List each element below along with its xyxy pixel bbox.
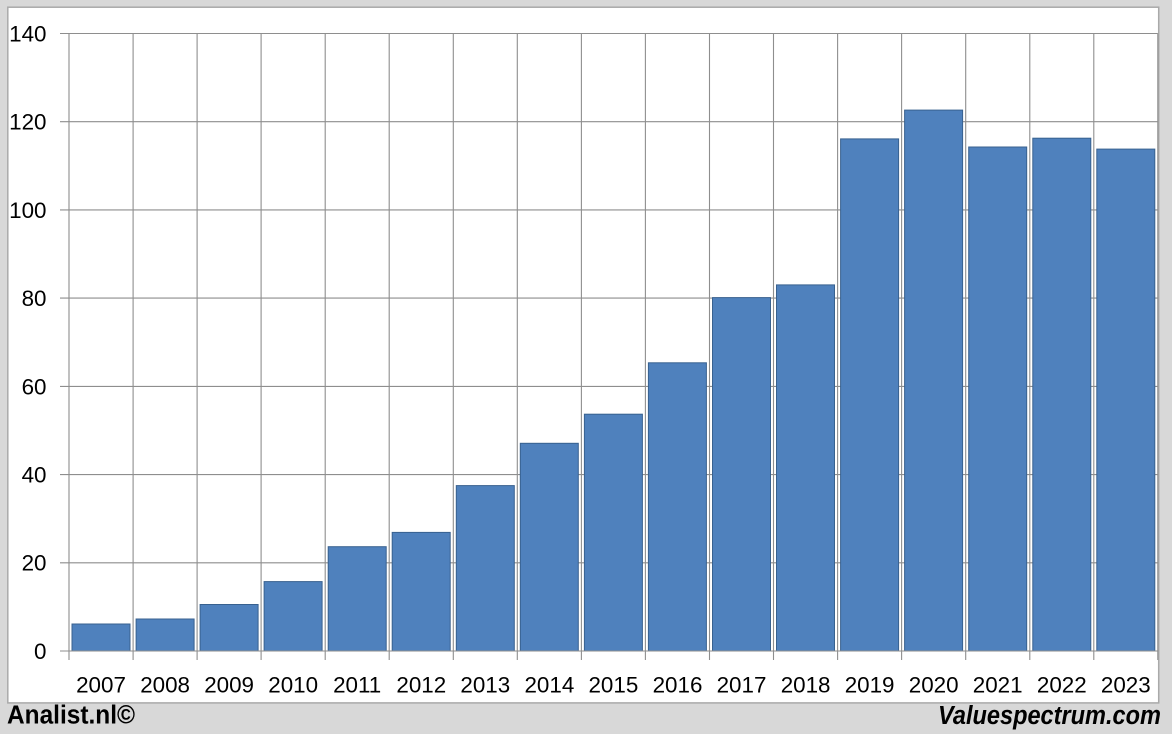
svg-text:Analist.nl©: Analist.nl©	[7, 702, 135, 730]
svg-text:2010: 2010	[268, 672, 318, 697]
svg-text:2007: 2007	[76, 672, 126, 697]
svg-text:2016: 2016	[653, 672, 703, 697]
svg-text:2008: 2008	[140, 672, 190, 697]
svg-text:2020: 2020	[909, 672, 959, 697]
svg-text:2011: 2011	[333, 672, 381, 697]
svg-text:60: 60	[22, 374, 47, 399]
svg-text:2017: 2017	[717, 672, 767, 697]
svg-text:0: 0	[34, 639, 46, 664]
svg-text:100: 100	[9, 198, 46, 223]
svg-text:2013: 2013	[460, 672, 510, 697]
svg-text:140: 140	[9, 21, 46, 46]
svg-text:2023: 2023	[1101, 672, 1151, 697]
svg-text:2021: 2021	[973, 672, 1023, 697]
svg-text:Valuespectrum.com: Valuespectrum.com	[938, 702, 1161, 730]
svg-text:2022: 2022	[1037, 672, 1087, 697]
svg-text:2009: 2009	[204, 672, 254, 697]
svg-text:2014: 2014	[524, 672, 574, 697]
svg-text:2018: 2018	[781, 672, 831, 697]
svg-text:2019: 2019	[845, 672, 895, 697]
svg-text:40: 40	[22, 463, 47, 488]
svg-text:20: 20	[22, 551, 47, 576]
svg-text:120: 120	[9, 110, 46, 135]
svg-text:2015: 2015	[588, 672, 638, 697]
svg-text:80: 80	[22, 286, 47, 311]
svg-text:2012: 2012	[396, 672, 446, 697]
